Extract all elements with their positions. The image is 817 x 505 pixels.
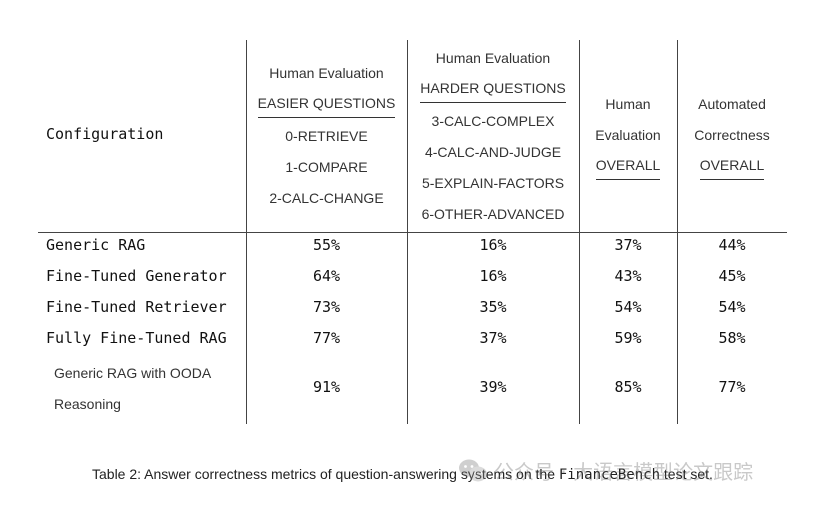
cell-easier: 64% [312,267,341,285]
caption-text-end: test set. [660,466,713,482]
header-harder-questions: Human Evaluation HARDER QUESTIONS 3-CALC… [407,40,579,232]
watermark-text: 公众号 · 大语言模型论文跟踪 [494,460,754,484]
row-name: Fully Fine-Tuned RAG [46,329,227,347]
header-line: 2-CALC-CHANGE [269,190,384,206]
row-name-line: Generic RAG with OODA [54,365,212,381]
results-table: Configuration Human Evaluation EASIER QU… [38,40,787,424]
header-line: Human [605,96,651,112]
cell-harder: 16% [479,236,507,254]
row-name: Fine-Tuned Generator [46,267,227,285]
cell-overall: 54% [614,298,642,316]
cell-overall: 37% [614,236,642,254]
cell-harder: 37% [479,329,507,347]
header-line-underlined: OVERALL [595,151,661,180]
cell-easier: 91% [312,378,341,396]
cell-automated: 45% [718,267,746,285]
table-row: Generic RAG 55% 16% 37% 44% [38,236,787,258]
header-line: 3-CALC-COMPLEX [431,112,555,129]
cell-harder: 16% [479,267,507,285]
cell-automated: 44% [718,236,746,254]
cell-overall: 59% [614,329,642,347]
header-line: 0-RETRIEVE [285,128,368,144]
cell-overall: 85% [614,378,642,396]
wechat-icon [458,458,488,484]
table-row: Fine-Tuned Generator 64% 16% 43% 45% [38,267,787,289]
header-human-overall: Human Evaluation OVERALL [579,40,677,232]
header-line: 5-EXPLAIN-FACTORS [421,174,565,191]
header-line: Automated [698,96,766,112]
watermark: 公众号 · 大语言模型论文跟踪 [458,456,753,485]
header-line: Human Evaluation [269,65,384,81]
row-name-line: Reasoning [54,396,121,412]
cell-easier: 55% [312,236,341,254]
cell-automated: 77% [718,378,746,396]
table-row: Fine-Tuned Retriever 73% 35% 54% 54% [38,298,787,320]
cell-easier: 73% [312,298,341,316]
row-name: Fine-Tuned Retriever [46,298,227,316]
cell-harder: 35% [479,298,507,316]
cell-overall: 43% [614,267,642,285]
header-line: Human Evaluation [435,49,551,66]
cell-automated: 54% [718,298,746,316]
header-line: 6-OTHER-ADVANCED [421,205,565,222]
header-line-underlined: HARDER QUESTIONS [420,74,566,103]
header-automated-overall: Automated Correctness OVERALL [677,40,787,232]
cell-easier: 77% [312,329,341,347]
cell-automated: 58% [718,329,746,347]
header-line: 4-CALC-AND-JUDGE [424,143,562,160]
header-easier-questions: Human Evaluation EASIER QUESTIONS 0-RETR… [246,40,407,232]
header-line: 1-COMPARE [285,159,368,175]
table-row: Generic RAG with OODA Reasoning 91% 39% … [38,358,787,420]
header-line-underlined: EASIER QUESTIONS [257,89,396,118]
row-name: Generic RAG [46,236,146,254]
header-line-underlined: OVERALL [699,151,765,180]
header-divider [38,232,787,233]
configuration-header: Configuration [46,125,164,143]
header-line: Correctness [694,127,770,143]
caption-dataset-name: FinanceBench [558,467,661,483]
cell-harder: 39% [479,378,507,396]
header-line: Evaluation [595,127,661,143]
caption-text: Table 2: Answer correctness metrics of q… [92,466,559,482]
table-caption: Table 2: Answer correctness metrics of q… [92,466,713,483]
table-row: Fully Fine-Tuned RAG 77% 37% 59% 58% [38,329,787,351]
